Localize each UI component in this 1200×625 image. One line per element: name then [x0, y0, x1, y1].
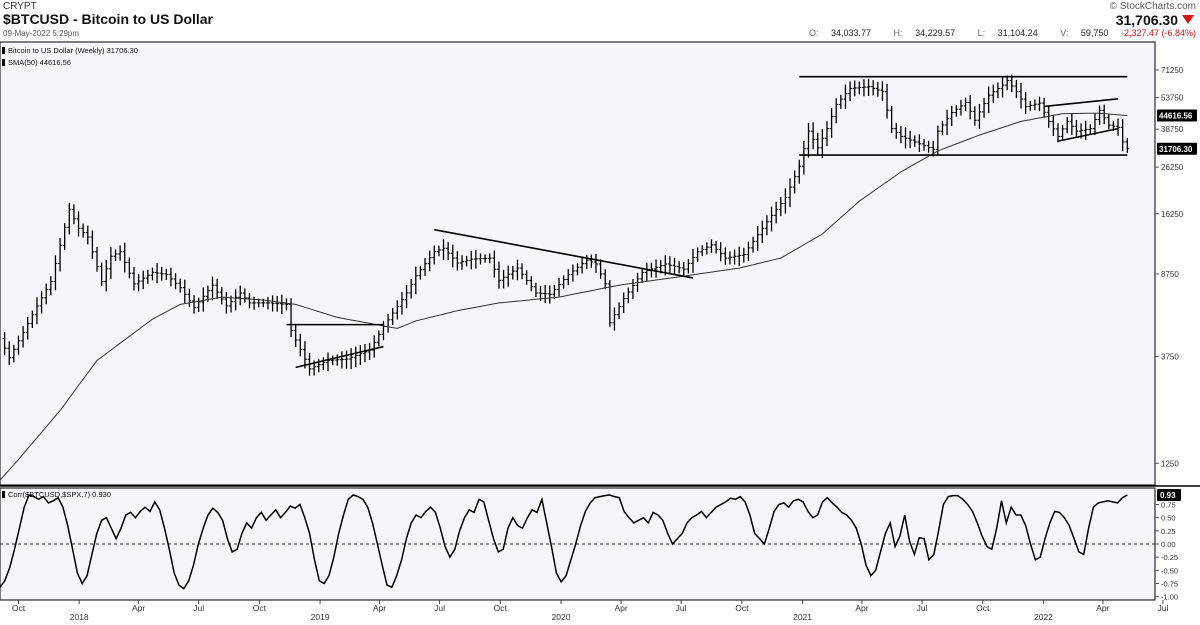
x-axis-tick-label: Jul — [917, 603, 928, 613]
x-axis-year-label: 2020 — [552, 612, 571, 622]
price-y-tick-label: 8750 — [1161, 270, 1179, 279]
sma-line — [0, 112, 1128, 481]
sma-value-badge: 44616.56 — [1159, 112, 1193, 121]
x-axis-tick-label: Apr — [614, 603, 627, 613]
corr-legend-marker — [2, 491, 5, 498]
price-y-tick-label: 3750 — [1161, 352, 1179, 361]
price-y-tick-label: 71250 — [1161, 66, 1184, 75]
x-axis-tick-label: Jul — [1157, 603, 1168, 613]
corr-y-tick-label: 0.00 — [1161, 540, 1176, 549]
price-y-tick-label: 1250 — [1161, 459, 1179, 468]
x-axis-tick-label: Oct — [253, 603, 267, 613]
x-axis-tick-label: Apr — [373, 603, 386, 613]
x-axis-tick-label: Apr — [132, 603, 145, 613]
down-arrow-icon — [1182, 15, 1194, 24]
corr-y-tick-label: -0.75 — [1161, 579, 1178, 588]
corr-y-tick-label: 0.75 — [1161, 501, 1176, 510]
sma-value-badge-box — [1157, 109, 1197, 122]
chart-header: CRYPT $BTCUSD - Bitcoin to US Dollar 09-… — [0, 0, 1200, 42]
x-axis-tick-label: Oct — [976, 603, 990, 613]
open-label: O: — [808, 28, 819, 38]
sma-legend-label: SMA(50) 44616.56 — [8, 58, 71, 67]
low-label: L: — [977, 28, 986, 38]
x-axis-tick-label: Oct — [735, 603, 749, 613]
trendline — [434, 228, 694, 279]
price-y-tick-label: 53750 — [1161, 93, 1184, 102]
x-axis-tick-label: Apr — [1096, 603, 1109, 613]
chart-date: 09-May-2022 5:29pm — [3, 29, 80, 38]
price-bars — [2, 74, 1130, 376]
price-legend-marker — [2, 47, 5, 54]
corr-y-tick-label: 0.25 — [1161, 527, 1176, 536]
volume-label: V: — [1060, 28, 1069, 38]
volume-value: 59,750 — [1080, 28, 1109, 38]
price-y-tick-label: 38750 — [1161, 125, 1184, 134]
trendline — [1044, 97, 1119, 108]
x-axis-tick-label: Apr — [855, 603, 868, 613]
ohlc-readout: O: 34,033.77 H: 34,229.57 L: 31,104.24 V… — [789, 28, 1196, 38]
x-axis-year-label: 2018 — [70, 612, 89, 622]
high-label: H: — [893, 28, 903, 38]
exchange-label: CRYPT — [3, 1, 37, 12]
brand-label[interactable]: © StockCharts.com — [1109, 1, 1196, 12]
chart-title: $BTCUSD - Bitcoin to US Dollar — [3, 11, 214, 27]
x-axis-tick-label: Jul — [193, 603, 204, 613]
price-y-tick-label: 26250 — [1161, 163, 1184, 172]
corr-y-tick-label: 0.50 — [1161, 514, 1176, 523]
last-price-badge: 31706.30 — [1159, 145, 1193, 154]
x-axis-tick-label: Jul — [434, 603, 445, 613]
corr-y-tick-label: -1.00 — [1161, 593, 1178, 602]
price-y-tick-label: 16250 — [1161, 210, 1184, 219]
corr-y-tick-label: -0.25 — [1161, 553, 1178, 562]
last-price-badge-box — [1157, 142, 1197, 155]
corr-y-tick-label: -0.50 — [1161, 566, 1178, 575]
open-value: 34,033.77 — [830, 28, 872, 38]
high-value: 34,229.57 — [915, 28, 956, 38]
x-axis-year-label: 2019 — [311, 612, 330, 622]
x-axis-year-label: 2022 — [1034, 612, 1053, 622]
price-legend-title: Bitcoin to US Dollar (Weekly) 31706.30 — [8, 46, 138, 55]
corr-line — [0, 494, 1128, 590]
low-value: 31,104.24 — [997, 28, 1038, 38]
sma-legend-marker — [2, 59, 5, 66]
trendline — [295, 345, 384, 369]
change-value: -2,327.47 (-6.84%) — [1120, 28, 1196, 38]
corr-value-badge-box — [1157, 489, 1181, 502]
x-axis-tick-label: Oct — [12, 603, 26, 613]
trendline — [1057, 127, 1119, 142]
x-axis-tick-label: Oct — [494, 603, 508, 613]
x-axis-tick-label: Jul — [676, 603, 687, 613]
corr-legend-title: Corr($BTCUSD,$SPX,7) 0.930 — [8, 490, 111, 499]
corr-value-badge: 0.93 — [1160, 491, 1176, 500]
x-axis-year-label: 2021 — [793, 612, 812, 622]
last-price: 31,706.30 — [1115, 12, 1178, 28]
